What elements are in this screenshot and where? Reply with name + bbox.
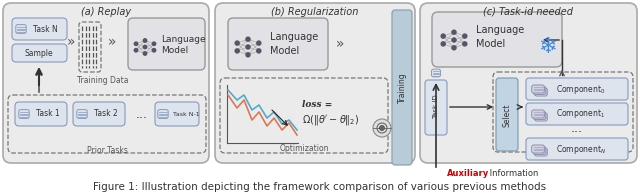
Circle shape (441, 34, 445, 38)
Circle shape (143, 52, 147, 55)
Circle shape (143, 45, 147, 49)
Text: Figure 1: Illustration depicting the framework comparison of various previous me: Figure 1: Illustration depicting the fra… (93, 182, 547, 192)
Text: loss =: loss = (302, 100, 332, 109)
Text: ❄: ❄ (538, 37, 556, 57)
FancyBboxPatch shape (77, 110, 87, 118)
Circle shape (257, 41, 261, 45)
FancyBboxPatch shape (534, 148, 547, 156)
Circle shape (246, 37, 250, 41)
FancyBboxPatch shape (215, 3, 415, 163)
FancyBboxPatch shape (534, 88, 547, 96)
FancyBboxPatch shape (532, 110, 544, 118)
FancyBboxPatch shape (526, 78, 628, 100)
Text: (a) Replay: (a) Replay (81, 7, 131, 17)
Circle shape (441, 42, 445, 46)
Text: Component$_0$: Component$_0$ (556, 82, 605, 96)
FancyBboxPatch shape (15, 102, 67, 126)
Circle shape (134, 49, 138, 52)
Circle shape (143, 39, 147, 42)
FancyBboxPatch shape (155, 102, 199, 126)
Text: Language
Model: Language Model (476, 25, 524, 49)
Text: Task 1: Task 1 (36, 110, 60, 119)
Text: $\Omega\left(\|\theta^{\prime}-\theta\|_2\right)$: $\Omega\left(\|\theta^{\prime}-\theta\|_… (302, 113, 360, 127)
Text: ...: ... (571, 122, 583, 136)
FancyBboxPatch shape (533, 146, 546, 155)
Text: Optimization: Optimization (279, 144, 329, 153)
Circle shape (452, 38, 456, 42)
Text: Component$_N$: Component$_N$ (556, 143, 606, 155)
Circle shape (257, 49, 261, 53)
FancyBboxPatch shape (526, 103, 628, 125)
Circle shape (235, 41, 239, 45)
Text: »: » (67, 35, 76, 49)
FancyBboxPatch shape (431, 69, 440, 77)
Text: Task N-1: Task N-1 (173, 112, 200, 116)
FancyBboxPatch shape (420, 3, 637, 163)
Text: Task 2: Task 2 (94, 110, 118, 119)
FancyBboxPatch shape (19, 110, 29, 118)
Text: Language
Model: Language Model (270, 32, 318, 56)
FancyBboxPatch shape (532, 145, 544, 153)
FancyBboxPatch shape (392, 10, 412, 165)
Circle shape (463, 42, 467, 46)
FancyBboxPatch shape (526, 138, 628, 160)
FancyBboxPatch shape (12, 18, 67, 40)
FancyBboxPatch shape (496, 78, 518, 151)
Circle shape (246, 53, 250, 57)
Circle shape (452, 30, 456, 34)
FancyBboxPatch shape (432, 12, 562, 67)
FancyBboxPatch shape (158, 110, 168, 118)
Text: Sample: Sample (25, 49, 53, 58)
Circle shape (152, 49, 156, 52)
Text: Training: Training (397, 73, 406, 103)
Circle shape (235, 49, 239, 53)
Circle shape (380, 126, 385, 130)
Text: Task ID: Task ID (433, 95, 439, 119)
Text: (b) Regularization: (b) Regularization (271, 7, 358, 17)
FancyBboxPatch shape (228, 18, 328, 70)
Text: Language
Model: Language Model (161, 35, 205, 55)
FancyBboxPatch shape (533, 112, 546, 120)
Text: Prior Tasks: Prior Tasks (86, 146, 127, 155)
FancyBboxPatch shape (3, 3, 209, 163)
Text: Task N: Task N (33, 25, 58, 34)
Text: ...: ... (136, 107, 148, 121)
Circle shape (463, 34, 467, 38)
Text: Select: Select (502, 103, 511, 127)
Circle shape (152, 42, 156, 45)
FancyBboxPatch shape (425, 80, 447, 135)
Circle shape (452, 46, 456, 50)
Text: Component$_1$: Component$_1$ (556, 107, 605, 121)
Text: Training Data: Training Data (77, 76, 129, 85)
Text: Auxiliary: Auxiliary (447, 168, 489, 177)
FancyBboxPatch shape (533, 86, 546, 95)
Circle shape (246, 45, 250, 49)
Circle shape (373, 119, 391, 137)
Text: »: » (336, 37, 344, 51)
FancyBboxPatch shape (534, 113, 547, 121)
Text: (c) Task-id needed: (c) Task-id needed (483, 7, 573, 17)
FancyBboxPatch shape (73, 102, 125, 126)
FancyBboxPatch shape (532, 85, 544, 93)
FancyBboxPatch shape (12, 44, 67, 62)
Text: »: » (108, 35, 116, 49)
FancyBboxPatch shape (16, 25, 26, 33)
Circle shape (134, 42, 138, 45)
Text: Information: Information (487, 168, 538, 177)
FancyBboxPatch shape (128, 18, 205, 70)
